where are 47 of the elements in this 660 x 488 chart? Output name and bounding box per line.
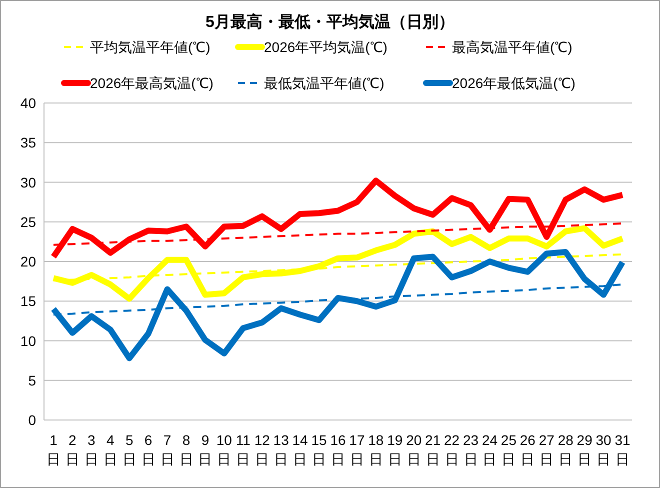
x-tick-label: 16日 (330, 432, 346, 467)
x-tick-label: 26日 (520, 432, 536, 467)
x-tick-label: 28日 (558, 432, 574, 467)
y-tick-label: 15 (20, 293, 36, 310)
x-tick-label: 9日 (198, 432, 212, 467)
x-tick-label: 1日 (46, 432, 60, 467)
x-tick-label: 19日 (387, 432, 403, 467)
x-tick-label: 5日 (122, 432, 136, 467)
x-tick-label: 21日 (425, 432, 441, 467)
legend-label: 2026年平均気温(℃) (264, 39, 388, 55)
x-tick-label: 20日 (406, 432, 422, 467)
y-tick-label: 5 (28, 372, 36, 388)
x-tick-label: 13日 (273, 432, 290, 467)
x-tick-label: 3日 (84, 432, 98, 467)
legend-label: 最低気温平年値(℃) (264, 75, 384, 91)
x-tick-label: 10日 (216, 432, 232, 467)
x-tick-label: 29日 (576, 432, 593, 467)
legend-label: 2026年最高気温(℃) (90, 75, 214, 91)
x-tick-label: 25日 (500, 432, 517, 467)
x-tick-label: 22日 (444, 432, 460, 467)
y-tick-label: 0 (28, 412, 36, 428)
x-tick-label: 15日 (311, 432, 328, 467)
x-tick-label: 2日 (65, 432, 80, 467)
x-tick-label: 18日 (368, 432, 384, 467)
y-tick-label: 10 (20, 332, 36, 349)
legend-label: 平均気温平年値(℃) (90, 39, 210, 55)
x-tick-label: 14日 (292, 432, 308, 467)
x-tick-label: 11日 (236, 432, 251, 467)
legend-label: 最高気温平年値(℃) (452, 39, 572, 55)
x-tick-label: 8日 (179, 432, 194, 467)
x-tick-label: 31日 (614, 432, 631, 467)
chart-title: 5月最高・最低・平均気温（日別） (206, 12, 454, 31)
x-tick-label: 7日 (160, 432, 174, 467)
y-tick-label: 40 (20, 95, 36, 111)
x-tick-label: 27日 (538, 432, 555, 467)
x-tick-label: 23日 (462, 432, 479, 467)
x-tick-label: 6日 (141, 432, 156, 467)
x-tick-label: 24日 (482, 432, 498, 467)
y-tick-label: 30 (20, 174, 36, 190)
y-tick-label: 20 (20, 254, 36, 270)
legend-label: 2026年最低気温(℃) (452, 75, 576, 91)
x-tick-label: 30日 (596, 432, 612, 467)
x-tick-label: 12日 (254, 432, 270, 467)
y-tick-label: 35 (20, 134, 36, 151)
x-tick-label: 17日 (349, 432, 365, 467)
x-tick-label: 4日 (103, 432, 118, 467)
y-tick-label: 25 (20, 214, 36, 230)
